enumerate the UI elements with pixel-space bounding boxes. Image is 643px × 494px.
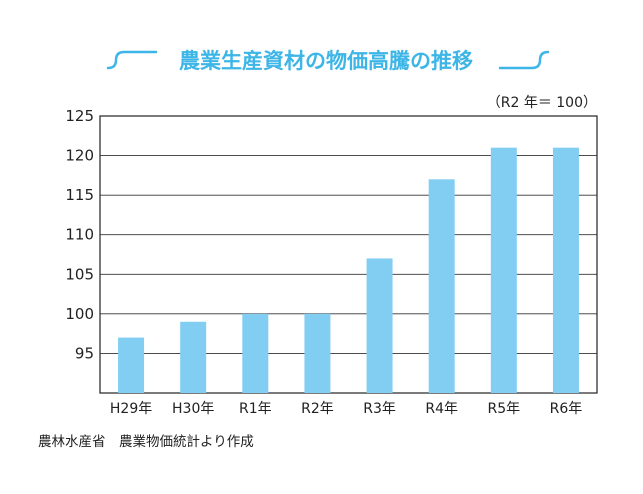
x-tick-label: R4年 [425, 401, 458, 417]
y-tick-label: 105 [65, 265, 94, 283]
y-tick-label: 100 [65, 305, 94, 323]
x-tick-label: R5年 [487, 401, 520, 417]
y-axis: 95 100 105 110 115 120 125 [65, 107, 94, 362]
source-note: 農林水産省 農業物価統計より作成 [38, 434, 254, 450]
bars [118, 147, 579, 393]
plot-frame [99, 115, 598, 394]
bar [490, 147, 517, 393]
y-tick-label: 120 [65, 147, 94, 165]
chart-title: 農業生産資材の物価高騰の推移 [179, 49, 473, 73]
x-tick-label: H30年 [172, 401, 214, 417]
bar [304, 313, 331, 393]
y-tick-label: 95 [75, 344, 94, 362]
bar [180, 321, 207, 393]
y-tick-label: 110 [65, 226, 94, 244]
unit-note: （R2 年＝ 100） [487, 95, 597, 111]
y-tick-label: 115 [65, 186, 94, 204]
x-tick-label: R3年 [363, 401, 396, 417]
x-tick-label: R1年 [239, 401, 272, 417]
bar [552, 147, 579, 393]
title-decoration [106, 50, 550, 70]
bar [428, 179, 455, 393]
bar [366, 258, 393, 393]
y-tick-label: 125 [65, 107, 94, 125]
bar [242, 313, 269, 393]
x-tick-label: R2年 [301, 401, 334, 417]
x-tick-label: H29年 [110, 401, 152, 417]
x-tick-label: R6年 [550, 401, 583, 417]
grid-lines [100, 155, 597, 354]
title-bracket-left [106, 50, 158, 70]
title-bracket-right [498, 50, 550, 70]
x-axis: H29年 H30年 R1年 R2年 R3年 R4年 R5年 R6年 [110, 401, 582, 417]
bar [118, 337, 145, 393]
